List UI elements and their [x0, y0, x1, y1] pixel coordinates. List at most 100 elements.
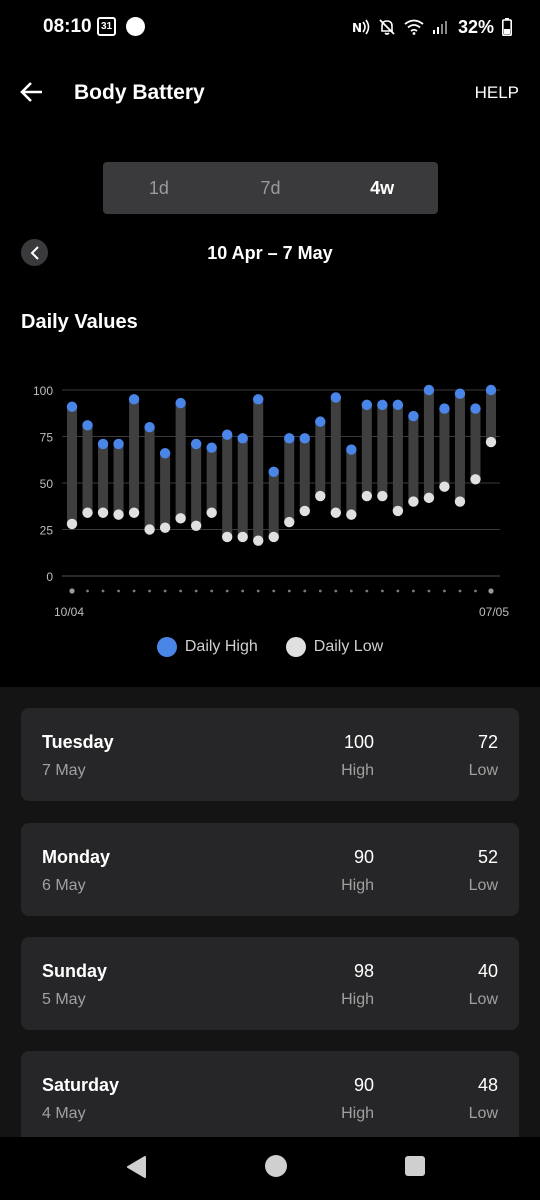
tab-4w[interactable]: 4w	[370, 177, 395, 198]
range-bar	[67, 406, 77, 524]
low-point	[113, 509, 124, 520]
day-date: 4 May	[42, 1105, 86, 1122]
high-point	[268, 466, 279, 478]
high-point	[159, 448, 171, 459]
low-value: 40	[477, 961, 498, 981]
range-bar	[377, 404, 388, 497]
tab-7d[interactable]: 7d	[260, 177, 281, 198]
range-bar	[206, 447, 217, 513]
high-point	[175, 397, 186, 409]
chart-legend: Daily High Daily Low	[0, 634, 540, 660]
range-bar	[191, 443, 202, 526]
high-label: High	[341, 762, 374, 779]
high-point	[423, 384, 435, 396]
range-bar	[268, 471, 279, 537]
app-bar: Body Battery HELP	[0, 62, 540, 122]
list-item[interactable]: Tuesday 7 May 100 High 72 Low	[21, 708, 519, 801]
low-point	[206, 507, 217, 518]
range-bar	[113, 443, 124, 515]
range-bar	[237, 438, 248, 537]
x-tick-dot	[101, 589, 105, 593]
low-label: Low	[468, 1105, 498, 1122]
y-tick-label: 0	[46, 570, 53, 584]
high-point	[284, 433, 295, 444]
high-point	[253, 394, 264, 405]
low-point	[454, 496, 466, 507]
range-bar	[175, 403, 186, 519]
high-point	[144, 422, 155, 433]
x-tick-dot	[256, 589, 260, 593]
calendar-icon: 31	[97, 17, 116, 36]
low-value: 72	[477, 732, 498, 752]
range-bar	[299, 438, 310, 511]
list-item[interactable]: Saturday 4 May 90 High 48 Low	[21, 1051, 519, 1137]
range-bar	[129, 399, 140, 513]
range-selector: 1d 7d 4w	[103, 162, 438, 214]
day-date: 5 May	[42, 991, 86, 1008]
high-point	[485, 384, 497, 396]
nav-home-icon[interactable]	[265, 1155, 287, 1177]
high-point	[439, 403, 450, 414]
high-point	[470, 403, 481, 414]
x-tick-dot	[148, 589, 151, 593]
range-bar	[222, 434, 233, 537]
x-tick-dot	[225, 589, 229, 593]
nav-recents-icon[interactable]	[405, 1156, 425, 1176]
low-point	[82, 507, 93, 518]
high-point	[315, 416, 326, 427]
high-value: 90	[353, 1075, 374, 1095]
low-label: Low	[468, 762, 498, 779]
range-bar	[486, 390, 496, 443]
low-point	[97, 507, 109, 518]
legend-swatch-high	[156, 637, 177, 657]
high-point	[190, 438, 202, 450]
range-bar	[346, 449, 357, 515]
x-tick-dot	[179, 589, 183, 593]
high-point	[113, 438, 124, 450]
high-point	[330, 392, 342, 403]
x-tick-dot	[365, 589, 369, 593]
x-tick-label-start: 10/04	[54, 605, 84, 619]
low-point	[439, 481, 450, 492]
x-tick-dot	[117, 589, 120, 593]
back-arrow-icon[interactable]	[18, 78, 46, 106]
help-button[interactable]: HELP	[474, 83, 519, 102]
previous-range-button[interactable]	[21, 239, 48, 266]
x-tick-dot	[287, 589, 291, 593]
low-point	[221, 531, 233, 543]
list-item[interactable]: Monday 6 May 90 High 52 Low	[21, 823, 519, 916]
day-date: 7 May	[42, 762, 86, 779]
x-tick-dot	[69, 588, 75, 594]
low-value: 48	[477, 1075, 498, 1095]
y-tick-label: 50	[40, 477, 54, 491]
high-value: 90	[353, 847, 374, 867]
low-point	[128, 507, 140, 518]
range-bar	[315, 421, 326, 497]
x-tick-label-end: 07/05	[479, 605, 509, 619]
range-bar	[284, 438, 295, 523]
x-tick-dot	[303, 589, 307, 593]
range-bar	[98, 443, 109, 513]
x-tick-dot	[396, 589, 400, 593]
high-point	[377, 399, 388, 411]
x-tick-dot	[380, 589, 384, 593]
list-item[interactable]: Sunday 5 May 98 High 40 Low	[21, 937, 519, 1030]
day-name: Sunday	[42, 961, 108, 981]
high-point	[206, 442, 217, 453]
x-tick-dot	[272, 589, 276, 593]
high-point	[221, 429, 233, 440]
range-bar	[361, 404, 372, 497]
range-bar	[253, 399, 264, 541]
tab-1d[interactable]: 1d	[148, 177, 169, 198]
x-tick-dot	[334, 589, 338, 593]
day-date: 6 May	[42, 877, 86, 894]
daily-values-chart: 0 25 50 75 100 10/04 07/05	[33, 384, 509, 619]
low-point	[66, 518, 78, 530]
high-point	[97, 438, 109, 450]
nav-back-icon[interactable]	[125, 1155, 147, 1179]
high-value: 100	[343, 732, 374, 752]
low-label: Low	[468, 877, 498, 894]
mute-icon	[379, 19, 395, 35]
low-point	[237, 531, 248, 543]
day-name: Tuesday	[42, 732, 114, 752]
